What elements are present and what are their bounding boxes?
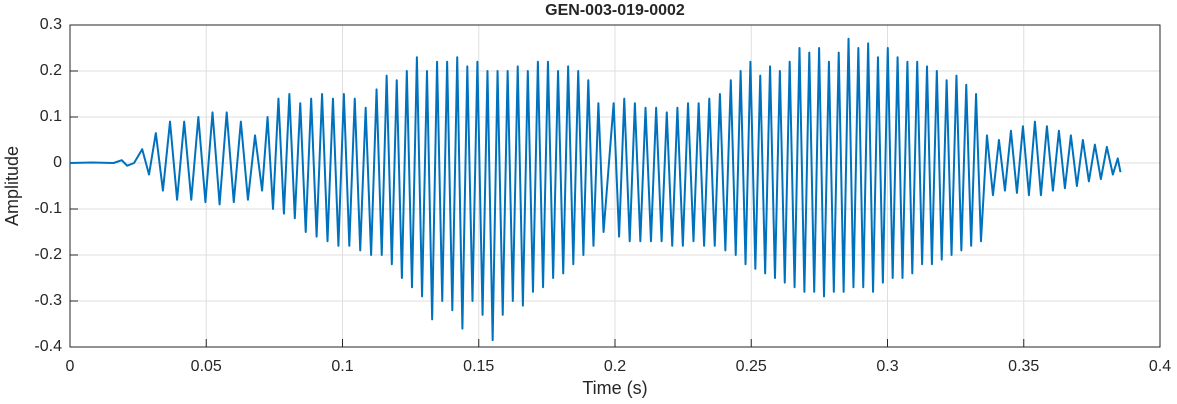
y-tick-label: 0.3 [40, 16, 62, 33]
x-tick-label: 0.25 [736, 358, 767, 375]
x-tick-label: 0.05 [191, 358, 222, 375]
x-tick-label: 0.35 [1008, 358, 1039, 375]
chart-title: GEN-003-019-0002 [545, 2, 685, 19]
y-tick-label: 0 [53, 154, 62, 171]
x-tick-label: 0.4 [1149, 358, 1171, 375]
y-tick-label: -0.1 [34, 200, 62, 217]
x-axis-label: Time (s) [582, 378, 647, 398]
y-axis-label: Amplitude [2, 146, 22, 226]
x-tick-label: 0 [66, 358, 75, 375]
y-tick-label: -0.4 [34, 338, 62, 355]
waveform-line [69, 37, 1122, 342]
x-tick-label: 0.15 [463, 358, 494, 375]
y-tick-label: -0.3 [34, 292, 62, 309]
y-tick-label: 0.1 [40, 108, 62, 125]
y-tick-label: -0.2 [34, 246, 62, 263]
x-tick-label: 0.3 [876, 358, 898, 375]
x-tick-label: 0.2 [604, 358, 626, 375]
y-tick-label: 0.2 [40, 62, 62, 79]
axes-box [69, 24, 1161, 348]
x-tick-label: 0.1 [331, 358, 353, 375]
